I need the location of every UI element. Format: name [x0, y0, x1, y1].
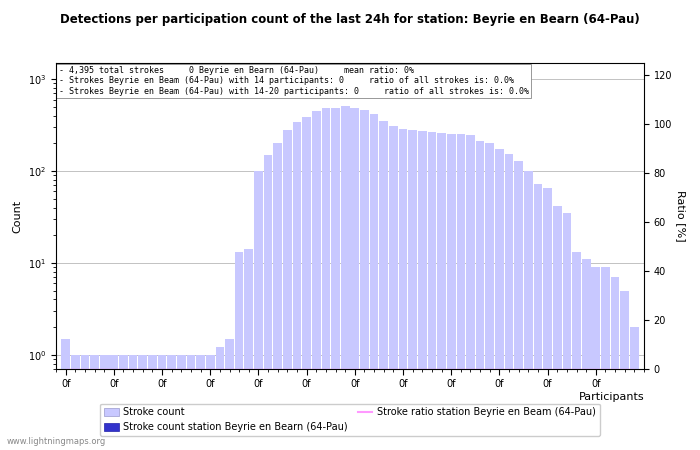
- Bar: [254, 171, 262, 450]
- Bar: [302, 117, 311, 450]
- Bar: [447, 134, 456, 450]
- Bar: [139, 355, 147, 450]
- Bar: [360, 110, 369, 450]
- Bar: [293, 122, 301, 450]
- Bar: [129, 355, 137, 450]
- Bar: [90, 355, 99, 450]
- Bar: [177, 355, 186, 450]
- Bar: [274, 144, 282, 450]
- Bar: [408, 130, 417, 450]
- Bar: [225, 338, 234, 450]
- Bar: [100, 355, 108, 450]
- Bar: [196, 355, 205, 450]
- Bar: [331, 108, 340, 450]
- Bar: [456, 135, 466, 450]
- Bar: [438, 133, 446, 450]
- Bar: [505, 153, 513, 450]
- Bar: [553, 206, 561, 450]
- Bar: [80, 355, 90, 450]
- Bar: [283, 130, 292, 450]
- Bar: [399, 129, 407, 450]
- Text: Participants: Participants: [578, 392, 644, 401]
- Bar: [370, 114, 379, 450]
- Bar: [610, 277, 620, 450]
- Bar: [264, 155, 272, 450]
- Bar: [476, 141, 484, 450]
- Bar: [187, 355, 195, 450]
- Bar: [216, 347, 224, 450]
- Bar: [563, 213, 571, 450]
- Bar: [167, 355, 176, 450]
- Y-axis label: Ratio [%]: Ratio [%]: [676, 190, 686, 242]
- Legend: Stroke count, Stroke count station Beyrie en Bearn (64-Pau), Stroke ratio statio: Stroke count, Stroke count station Beyri…: [100, 404, 600, 436]
- Bar: [62, 338, 70, 450]
- Bar: [148, 355, 157, 450]
- Bar: [109, 355, 118, 450]
- Bar: [514, 161, 523, 450]
- Text: - 4,395 total strokes     0 Beyrie en Bearn (64-Pau)     mean ratio: 0%
- Stroke: - 4,395 total strokes 0 Beyrie en Bearn …: [59, 66, 529, 96]
- Bar: [234, 252, 244, 450]
- Bar: [389, 126, 398, 450]
- Bar: [620, 291, 629, 450]
- Bar: [351, 108, 359, 450]
- Bar: [428, 132, 436, 450]
- Bar: [533, 184, 542, 450]
- Bar: [158, 355, 167, 450]
- Bar: [582, 259, 591, 450]
- Bar: [206, 355, 215, 450]
- Text: www.lightningmaps.org: www.lightningmaps.org: [7, 436, 106, 446]
- Bar: [312, 111, 321, 450]
- Bar: [601, 267, 610, 450]
- Bar: [379, 121, 388, 450]
- Y-axis label: Count: Count: [13, 199, 22, 233]
- Bar: [524, 171, 533, 450]
- Bar: [495, 148, 504, 450]
- Bar: [543, 188, 552, 450]
- Bar: [321, 108, 330, 450]
- Bar: [119, 355, 128, 450]
- Bar: [418, 131, 426, 450]
- Bar: [592, 267, 600, 450]
- Text: Detections per participation count of the last 24h for station: Beyrie en Bearn : Detections per participation count of th…: [60, 14, 640, 27]
- Bar: [466, 135, 475, 450]
- Bar: [71, 355, 80, 450]
- Bar: [630, 327, 638, 450]
- Bar: [244, 249, 253, 450]
- Bar: [341, 106, 349, 450]
- Bar: [485, 144, 494, 450]
- Bar: [572, 252, 581, 450]
